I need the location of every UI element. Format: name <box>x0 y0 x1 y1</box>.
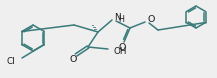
Text: OH: OH <box>113 48 127 56</box>
Text: O: O <box>69 55 77 63</box>
Text: Cl: Cl <box>6 56 15 66</box>
Text: H: H <box>118 15 124 23</box>
Text: N: N <box>114 12 120 22</box>
Text: O: O <box>147 16 154 24</box>
Text: O: O <box>118 43 126 51</box>
